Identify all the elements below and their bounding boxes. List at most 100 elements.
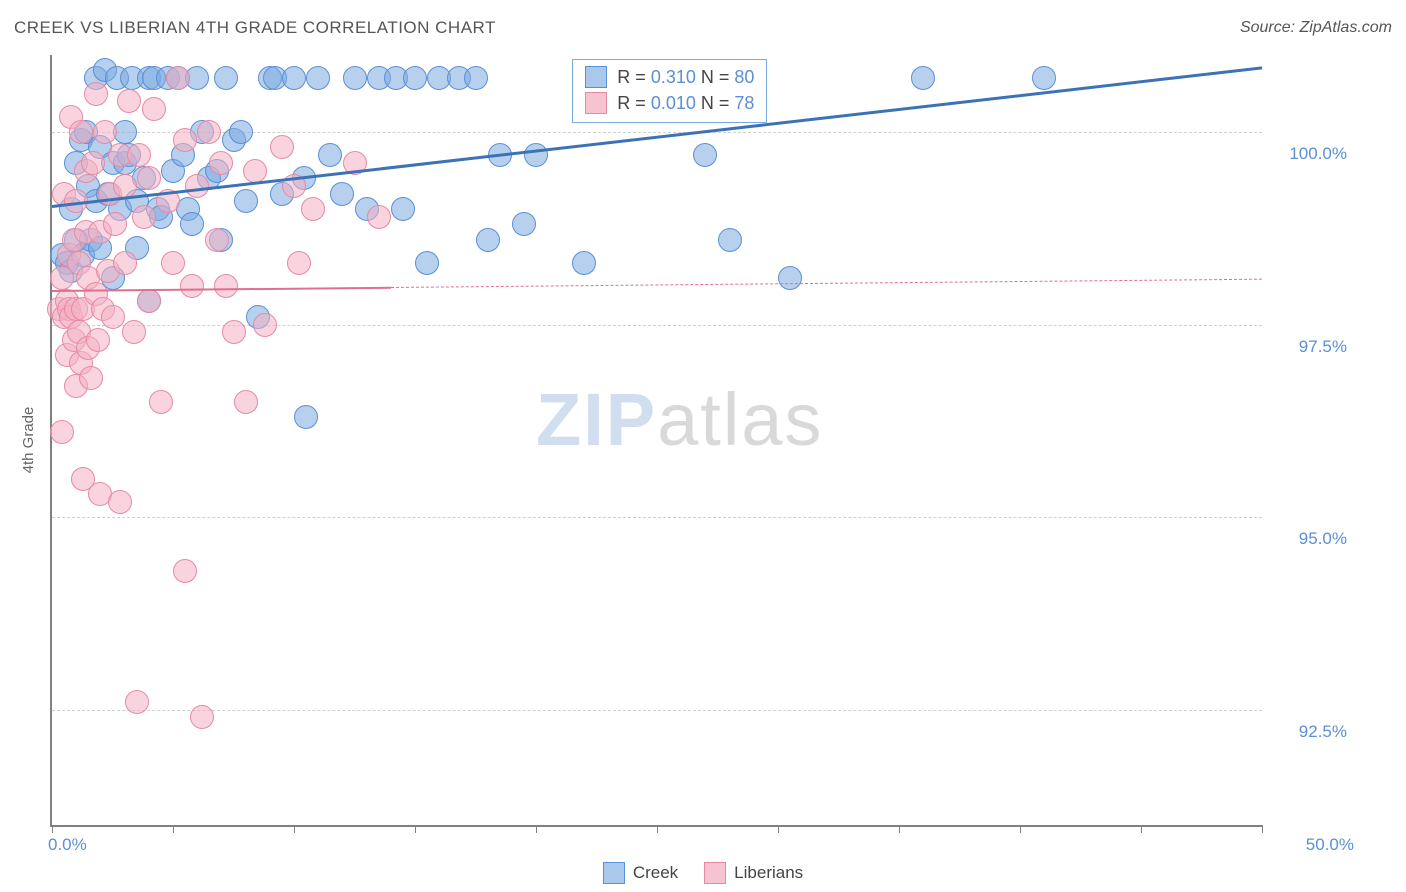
legend-stats-text: R = 0.010 N = 78 — [617, 93, 754, 114]
legend-item: Creek — [603, 862, 678, 884]
x-tick — [778, 825, 779, 833]
data-point — [214, 66, 238, 90]
data-point — [367, 205, 391, 229]
data-point — [127, 143, 151, 167]
data-point — [86, 328, 110, 352]
data-point — [282, 66, 306, 90]
legend-stats-row: R = 0.010 N = 78 — [585, 90, 754, 116]
data-point — [173, 559, 197, 583]
data-point — [173, 128, 197, 152]
data-point — [209, 151, 233, 175]
x-tick — [657, 825, 658, 833]
legend-stats-row: R = 0.310 N = 80 — [585, 64, 754, 90]
data-point — [197, 120, 221, 144]
data-point — [50, 420, 74, 444]
chart-title: CREEK VS LIBERIAN 4TH GRADE CORRELATION … — [14, 18, 496, 38]
data-point — [1032, 66, 1056, 90]
x-tick — [173, 825, 174, 833]
y-tick-label: 92.5% — [1272, 722, 1347, 742]
data-point — [122, 320, 146, 344]
x-tick — [52, 825, 53, 833]
legend-item: Liberians — [704, 862, 803, 884]
data-point — [113, 251, 137, 275]
data-point — [391, 197, 415, 221]
data-point — [294, 405, 318, 429]
data-point — [287, 251, 311, 275]
x-tick — [1262, 825, 1263, 833]
x-tick — [294, 825, 295, 833]
data-point — [234, 189, 258, 213]
data-point — [81, 151, 105, 175]
scatter-plot: ZIPatlas 92.5%95.0%97.5%100.0%0.0%50.0%R… — [50, 55, 1262, 827]
x-tick — [1141, 825, 1142, 833]
data-point — [166, 66, 190, 90]
x-tick — [536, 825, 537, 833]
data-point — [572, 251, 596, 275]
data-point — [253, 313, 277, 337]
data-point — [132, 205, 156, 229]
data-point — [93, 120, 117, 144]
data-point — [180, 274, 204, 298]
x-min-label: 0.0% — [48, 835, 87, 855]
data-point — [113, 174, 137, 198]
data-point — [512, 212, 536, 236]
y-tick-label: 95.0% — [1272, 529, 1347, 549]
legend-swatch — [704, 862, 726, 884]
data-point — [108, 490, 132, 514]
data-point — [149, 390, 173, 414]
data-point — [190, 705, 214, 729]
data-point — [778, 266, 802, 290]
data-point — [161, 251, 185, 275]
x-max-label: 50.0% — [1306, 835, 1354, 855]
source-label: Source: ZipAtlas.com — [1240, 19, 1392, 37]
data-point — [185, 174, 209, 198]
data-point — [229, 120, 253, 144]
watermark-zip: ZIP — [536, 378, 657, 461]
data-point — [476, 228, 500, 252]
data-point — [142, 97, 166, 121]
data-point — [84, 82, 108, 106]
legend-label: Liberians — [734, 863, 803, 883]
data-point — [464, 66, 488, 90]
legend-stats: R = 0.310 N = 80 R = 0.010 N = 78 — [572, 59, 767, 123]
data-point — [693, 143, 717, 167]
data-point — [137, 166, 161, 190]
regression-line — [391, 278, 1262, 287]
data-point — [718, 228, 742, 252]
data-point — [180, 212, 204, 236]
data-point — [318, 143, 342, 167]
data-point — [222, 320, 246, 344]
x-tick — [415, 825, 416, 833]
data-point — [911, 66, 935, 90]
data-point — [306, 66, 330, 90]
legend-swatch — [603, 862, 625, 884]
x-tick — [1020, 825, 1021, 833]
data-point — [403, 66, 427, 90]
data-point — [243, 159, 267, 183]
watermark: ZIPatlas — [536, 377, 823, 462]
legend-swatch — [585, 92, 607, 114]
data-point — [234, 390, 258, 414]
x-tick — [899, 825, 900, 833]
data-point — [79, 366, 103, 390]
data-point — [330, 182, 354, 206]
data-point — [101, 305, 125, 329]
gridline — [52, 710, 1262, 711]
watermark-atlas: atlas — [657, 378, 823, 461]
data-point — [270, 135, 294, 159]
data-point — [343, 66, 367, 90]
data-point — [214, 274, 238, 298]
data-point — [69, 120, 93, 144]
y-tick-label: 97.5% — [1272, 337, 1347, 357]
data-point — [117, 89, 141, 113]
data-point — [103, 212, 127, 236]
data-point — [524, 143, 548, 167]
legend-label: Creek — [633, 863, 678, 883]
data-point — [205, 228, 229, 252]
data-point — [137, 289, 161, 313]
data-point — [415, 251, 439, 275]
gridline — [52, 517, 1262, 518]
y-tick-label: 100.0% — [1272, 144, 1347, 164]
legend-swatch — [585, 66, 607, 88]
data-point — [125, 690, 149, 714]
